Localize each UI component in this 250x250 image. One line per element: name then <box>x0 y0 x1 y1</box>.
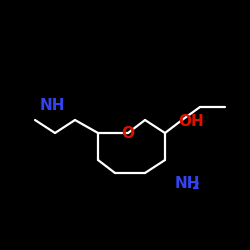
Text: OH: OH <box>178 114 204 130</box>
Text: O: O <box>122 126 134 140</box>
Text: 2: 2 <box>191 181 199 191</box>
Text: NH: NH <box>175 176 201 190</box>
Text: NH: NH <box>39 98 65 112</box>
